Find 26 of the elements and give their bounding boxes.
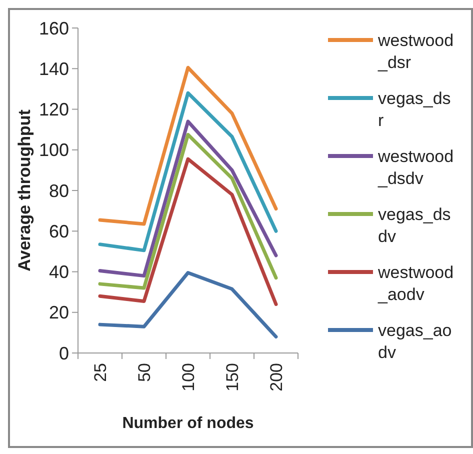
x-tick-label: 200 [266,363,286,392]
legend-label: vegas_dsdv [378,205,451,246]
y-tick-label: 20 [48,302,69,323]
legend-label: westwood_aodv [377,263,454,304]
legend-label: westwood_dsr [377,31,454,72]
y-tick-label: 80 [48,180,69,201]
legend-label: vegas_dsr [378,89,451,130]
legend-label: westwood_dsdv [377,147,454,188]
y-tick-label: 120 [38,100,69,120]
y-tick-label: 60 [48,221,69,242]
x-axis-title: Number of nodes [122,415,254,432]
line-series [98,271,278,338]
legend-label: vegas_aodv [378,321,452,362]
y-tick-label: 100 [38,140,69,160]
x-tick-label: 100 [178,363,198,392]
x-tick-label: 150 [222,363,242,392]
y-tick-label: 140 [38,58,69,79]
line-series [98,157,278,306]
x-tick-label: 25 [90,363,110,382]
y-tick-label: 160 [38,18,69,38]
line-series [98,66,278,226]
y-tick-label: 0 [58,343,69,364]
x-tick-label: 50 [134,363,154,382]
y-tick-label: 40 [48,262,69,282]
y-axis-title: Average throughput [15,109,34,272]
line-series [98,91,278,252]
